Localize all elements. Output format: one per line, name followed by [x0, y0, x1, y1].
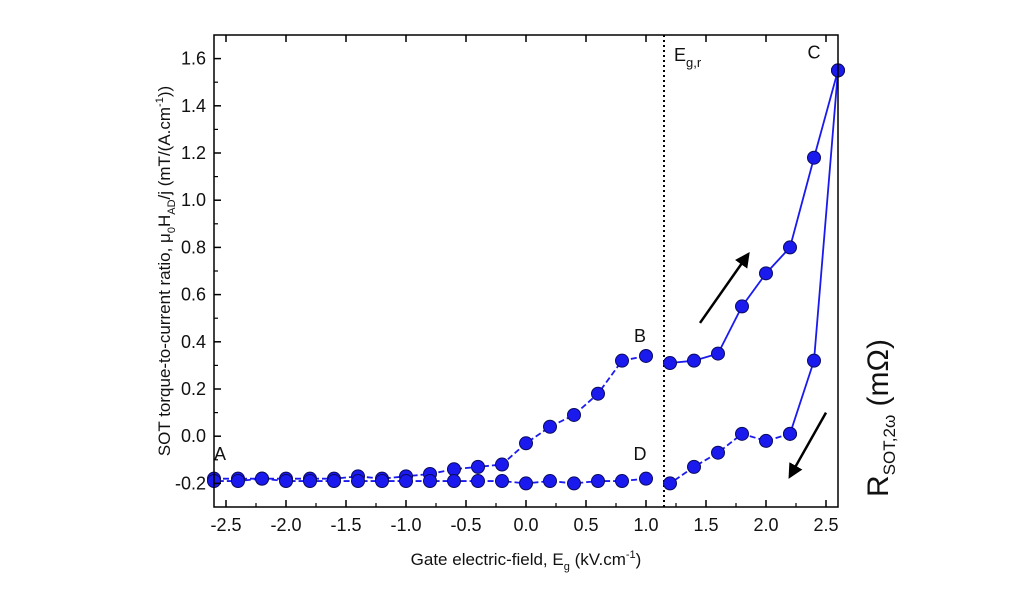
- point-label: B: [634, 326, 646, 346]
- data-point: [615, 353, 629, 368]
- data-point: [591, 474, 605, 489]
- x-tick-label: 2.5: [813, 515, 838, 535]
- ticks-group: -2.5 -2.0 -1.5 -1.0 -0.5 0.0 0.5 1.0 1.5 2.0 2.5 -0…: [175, 35, 839, 535]
- data-point: [351, 474, 365, 489]
- data-point: [807, 150, 821, 165]
- data-point: [447, 462, 461, 477]
- y-axis-title: SOT torque-to-current ratio, μ0HAD/j (mT…: [154, 86, 178, 456]
- data-point: [639, 471, 653, 486]
- direction-arrow: [698, 252, 750, 324]
- data-point: [711, 445, 725, 460]
- data-point: [615, 474, 629, 489]
- x-axis-title: Gate electric-field, Eg (kV.cm-1): [411, 549, 642, 573]
- y-tick-label: 0.0: [181, 426, 206, 446]
- y-tick-label: 0.2: [181, 379, 206, 399]
- data-point: [567, 407, 581, 422]
- y-tick-label: 1.6: [181, 49, 206, 69]
- data-point: [783, 240, 797, 255]
- data-point: [591, 386, 605, 401]
- data-point: [375, 474, 389, 489]
- direction-arrow: [788, 411, 828, 479]
- data-point: [327, 474, 341, 489]
- data-point: [519, 436, 533, 451]
- point-label: D: [634, 444, 647, 464]
- y-tick-label: 1.2: [181, 143, 206, 163]
- point-label: A: [214, 444, 226, 464]
- data-point: [519, 476, 533, 491]
- data-point: [735, 299, 749, 314]
- data-point: [399, 474, 413, 489]
- data-point: [471, 474, 485, 489]
- data-point: [663, 356, 677, 371]
- y-tick-label: 1.4: [181, 96, 206, 116]
- x-tick-label: 0.5: [573, 515, 598, 535]
- data-point: [495, 457, 509, 472]
- x-tick-label: 0.0: [513, 515, 538, 535]
- y-tick-label: 1.0: [181, 190, 206, 210]
- y-tick-label: 0.6: [181, 285, 206, 305]
- data-point: [543, 474, 557, 489]
- x-tick-label: -1.0: [390, 515, 421, 535]
- data-point: [567, 476, 581, 491]
- y-tick-label: 0.8: [181, 237, 206, 257]
- data-point: [495, 474, 509, 489]
- data-point: [471, 459, 485, 474]
- data-point: [303, 474, 317, 489]
- data-point: [759, 266, 773, 281]
- x-tick-label: 1.5: [693, 515, 718, 535]
- data-point: [687, 353, 701, 368]
- right-axis-title: RSOT,2ω (mΩ): [862, 339, 899, 497]
- x-tick-label: -2.0: [270, 515, 301, 535]
- data-point: [711, 346, 725, 361]
- data-point: [423, 474, 437, 489]
- point-label: C: [808, 43, 821, 63]
- data-point: [807, 353, 821, 368]
- data-point: [759, 433, 773, 448]
- data-point: [543, 419, 557, 434]
- threshold-label: Eg,r: [674, 45, 702, 70]
- x-tick-label: 2.0: [753, 515, 778, 535]
- x-tick-label: -0.5: [450, 515, 481, 535]
- arrows-group: [698, 252, 828, 479]
- y-tick-label: -0.2: [175, 473, 206, 493]
- data-point: [783, 426, 797, 441]
- data-point: [663, 476, 677, 491]
- data-point: [255, 471, 269, 486]
- data-point: [687, 459, 701, 474]
- data-point: [639, 348, 653, 363]
- data-point: [231, 474, 245, 489]
- data-point: [735, 426, 749, 441]
- x-tick-label: -2.5: [210, 515, 241, 535]
- series-group: A B C D: [207, 43, 845, 491]
- data-point: [279, 474, 293, 489]
- data-point: [447, 474, 461, 489]
- x-tick-label: -1.5: [330, 515, 361, 535]
- x-tick-label: 1.0: [633, 515, 658, 535]
- y-tick-label: 0.4: [181, 332, 206, 352]
